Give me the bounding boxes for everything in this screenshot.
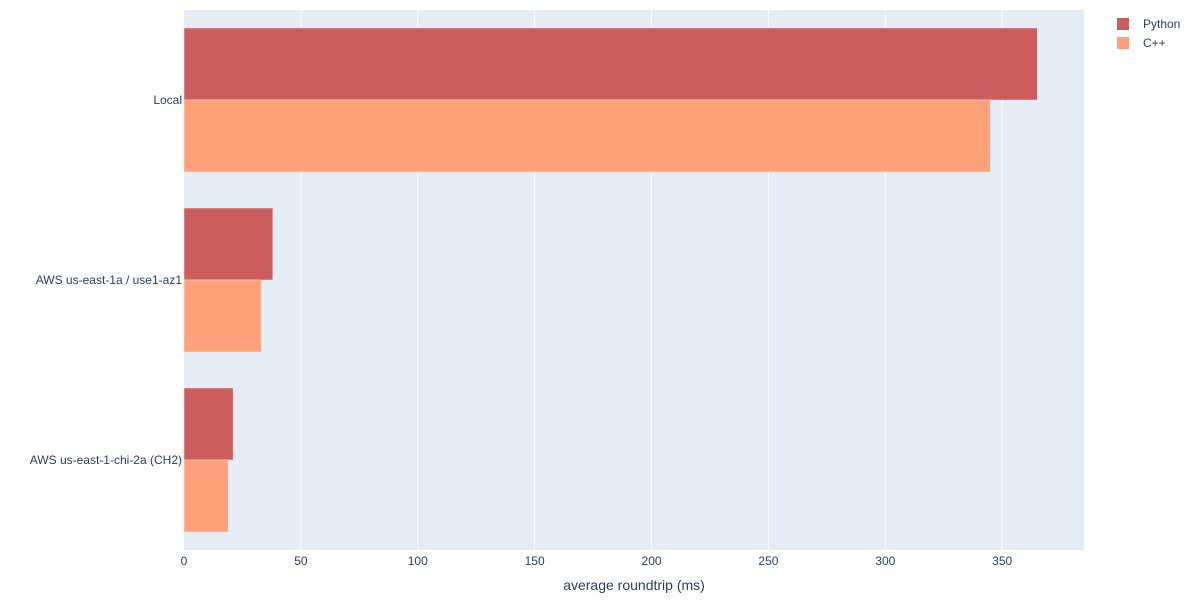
legend-label: Python (1143, 17, 1180, 31)
x-axis-ticks: 0 50 100 150 200 250 300 350 (181, 554, 1013, 568)
bar-cplus-0[interactable] (183, 459, 229, 533)
legend-swatch (1117, 18, 1129, 30)
legend-swatch (1117, 37, 1129, 49)
bar-python-1[interactable] (183, 207, 274, 281)
x-tick-label: 350 (992, 554, 1012, 568)
x-tick-label: 0 (181, 554, 188, 568)
bar-cplus-2[interactable] (183, 99, 991, 173)
bar-python-2[interactable] (183, 27, 1038, 101)
legend-label: C++ (1143, 36, 1166, 50)
legend-item[interactable]: C++ (1117, 36, 1166, 50)
bar-python-0[interactable] (183, 387, 234, 461)
x-tick-label: 150 (525, 554, 545, 568)
bars (183, 27, 1038, 533)
legend[interactable]: Python C++ (1117, 17, 1180, 50)
x-tick-label: 250 (758, 554, 778, 568)
x-axis-title: average roundtrip (ms) (563, 577, 705, 593)
x-tick-label: 200 (642, 554, 662, 568)
legend-item[interactable]: Python (1117, 17, 1180, 31)
x-tick-label: 100 (408, 554, 428, 568)
y-tick-label: AWS us-east-1a / use1-az1 (36, 273, 183, 287)
y-axis-ticks: AWS us-east-1-chi-2a (CH2) AWS us-east-1a… (30, 93, 183, 467)
x-tick-label: 300 (875, 554, 895, 568)
x-tick-label: 50 (294, 554, 308, 568)
y-tick-label: AWS us-east-1-chi-2a (CH2) (30, 453, 182, 467)
bar-cplus-1[interactable] (183, 279, 262, 353)
y-tick-label: Local (153, 93, 182, 107)
